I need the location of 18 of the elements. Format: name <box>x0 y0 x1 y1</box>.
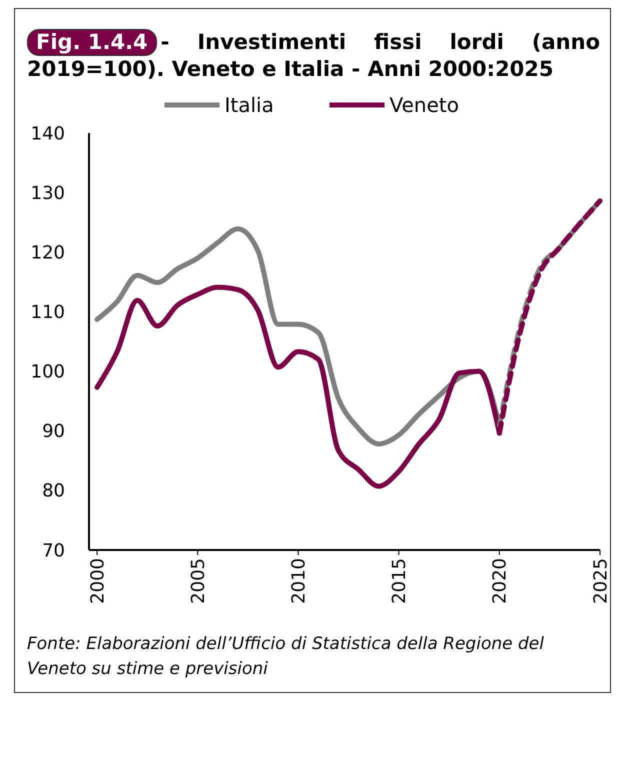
y-tick-label: 100 <box>30 362 65 383</box>
y-tick-label: 80 <box>42 480 65 502</box>
chart-title: Fig. 1.4.4 - Investimenti fissi lordi (anno 2019=100). Veneto e Italia - Anni 2000:2025 <box>27 29 601 83</box>
legend-label: Veneto <box>390 93 459 117</box>
y-tick-label: 120 <box>30 242 65 264</box>
source-note: Fonte: Elaborazioni dell’Ufficio di Statistica della Regione del Veneto su stime e previsioni <box>27 633 545 681</box>
y-tick-label: 130 <box>30 182 65 204</box>
y-tick-label: 140 <box>30 123 65 144</box>
x-tick-label: 2005 <box>188 558 209 604</box>
y-tick-label: 110 <box>30 302 65 324</box>
x-tick-label: 2015 <box>389 558 410 604</box>
legend-label: Italia <box>224 93 274 117</box>
y-tick-label: 70 <box>42 540 65 562</box>
x-tick-label: 2025 <box>590 558 612 604</box>
x-tick-label: 2020 <box>490 558 511 604</box>
y-tick-label: 90 <box>42 421 65 442</box>
x-tick-label: 2000 <box>87 558 108 604</box>
x-tick-label: 2010 <box>288 558 310 604</box>
